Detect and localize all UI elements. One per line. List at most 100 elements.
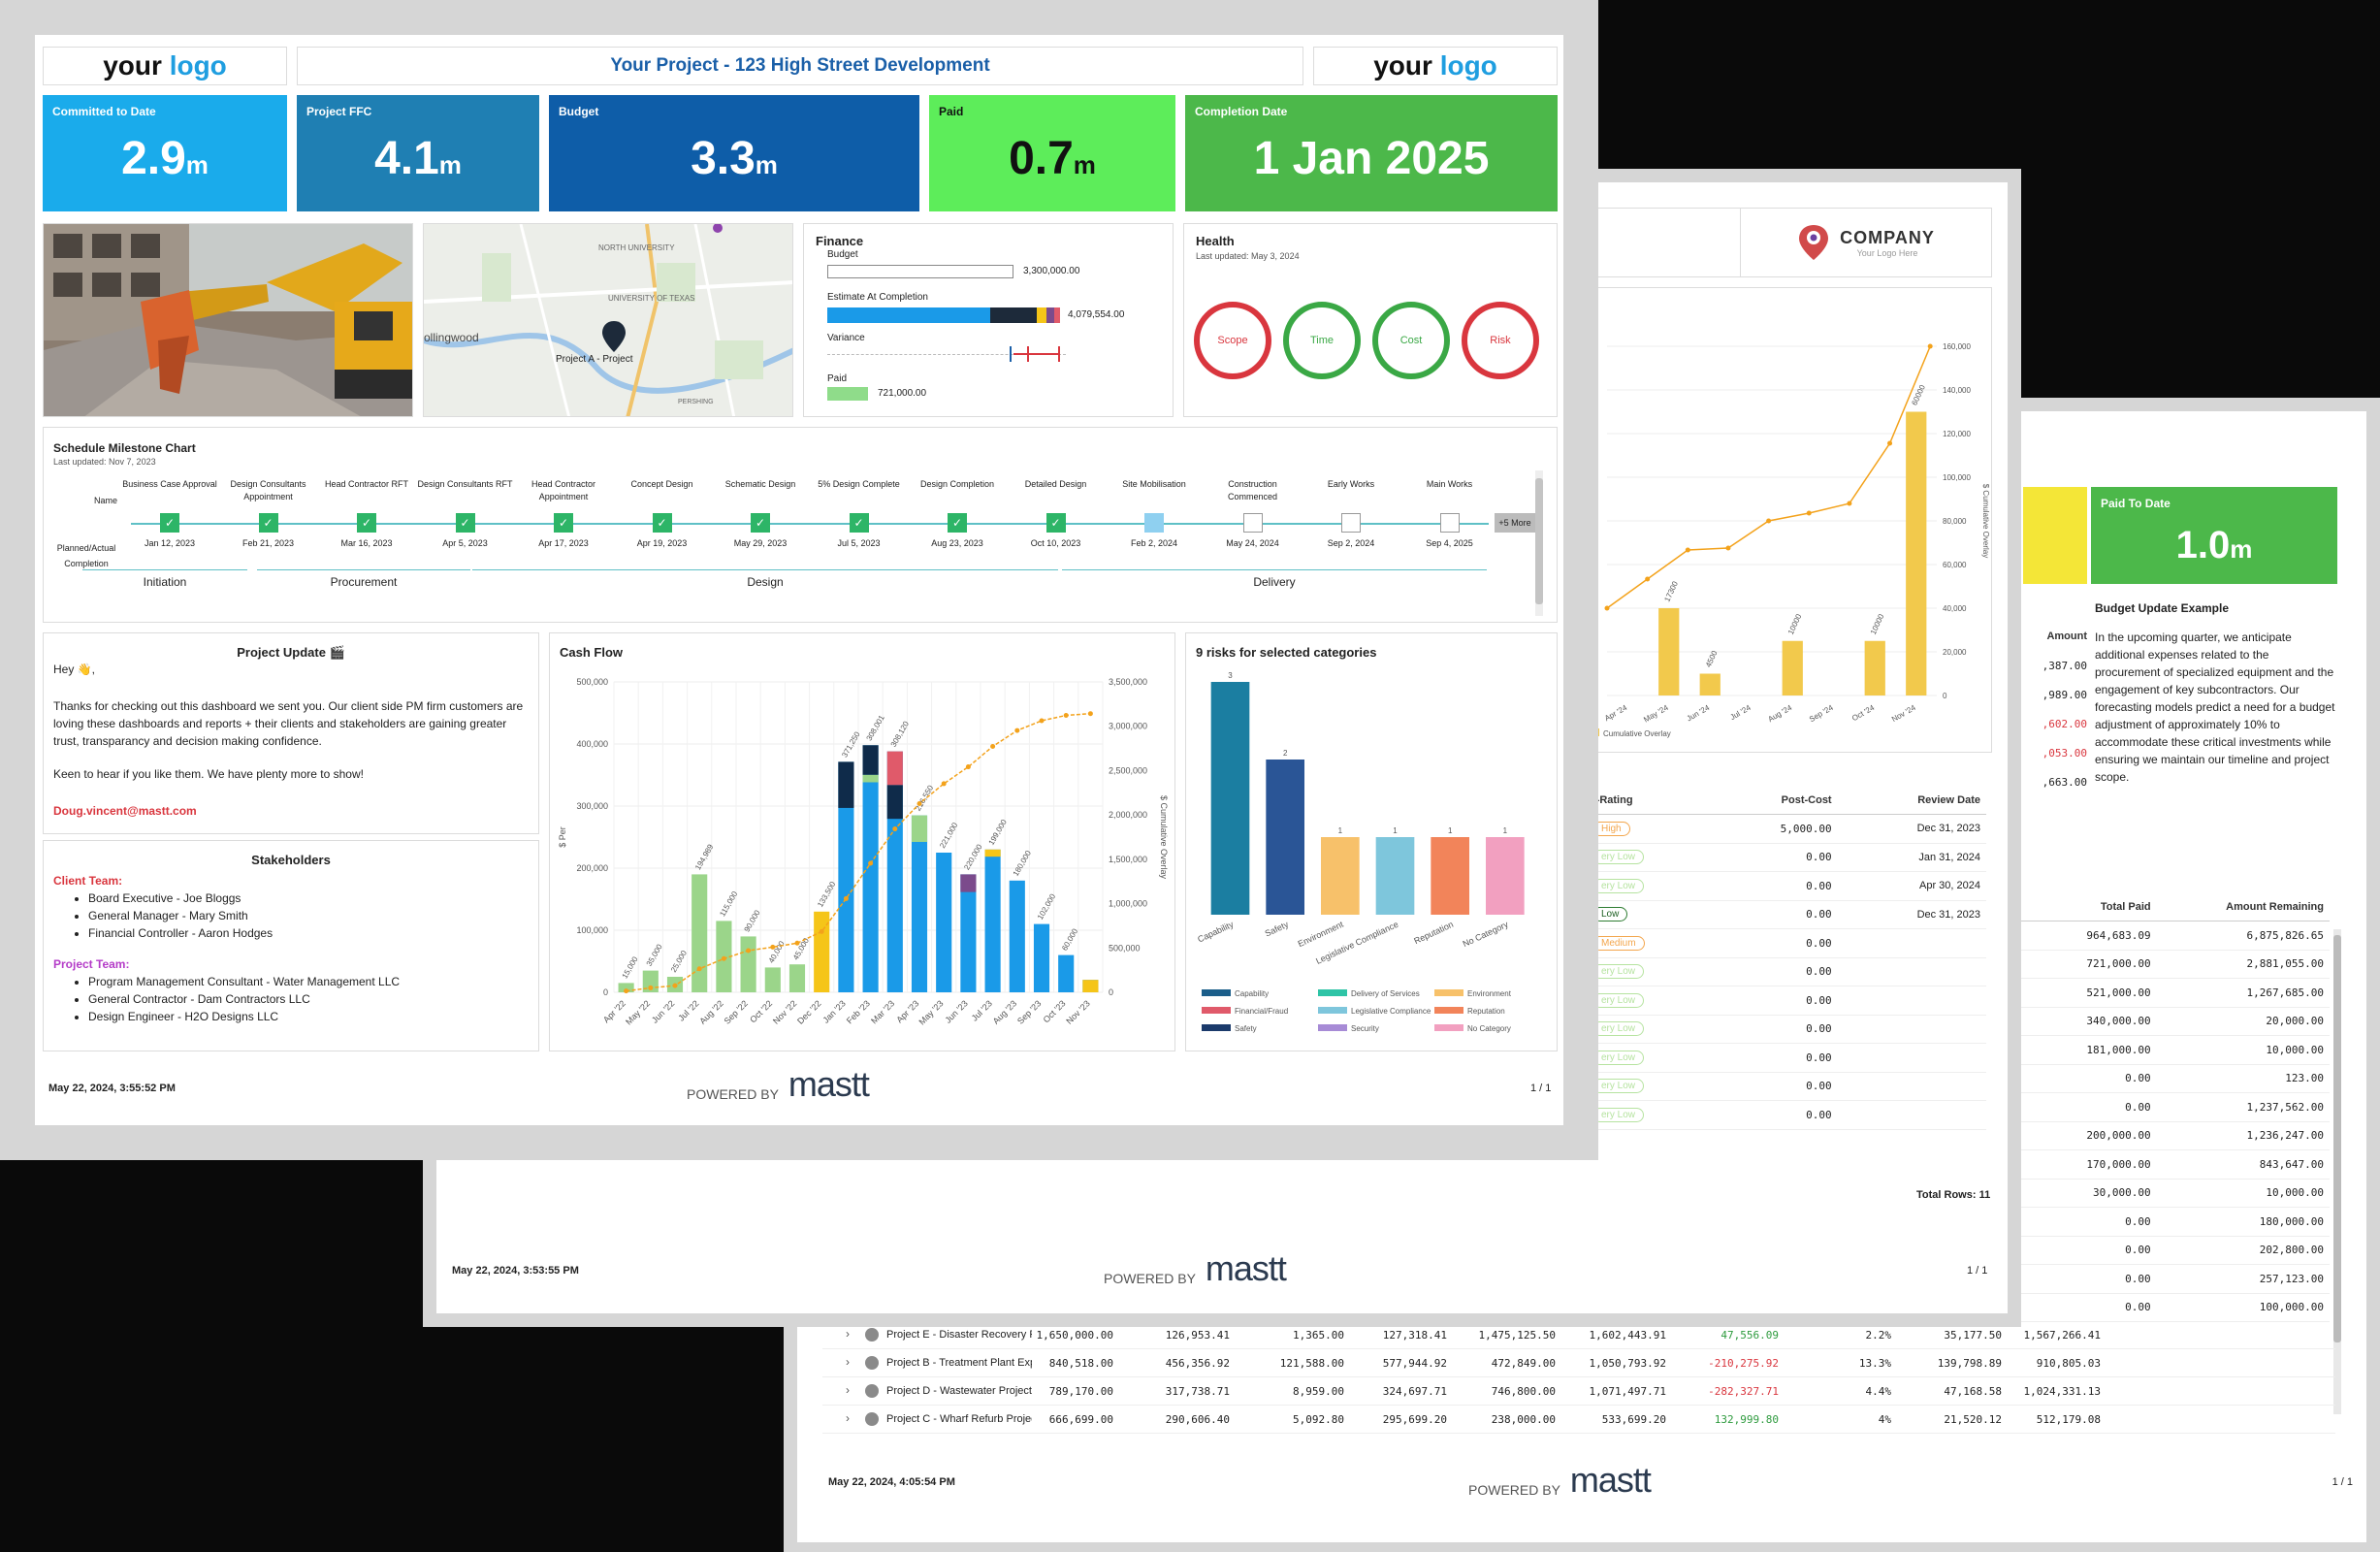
milestone-marker[interactable] — [1144, 513, 1164, 533]
amount-column-stub: Amount ,387.00 ,989.00 ,602.00 ,053.00 ,663.… — [2023, 630, 2087, 797]
legend-label[interactable]: Cumulative Overlay — [1603, 729, 1671, 738]
data-label: 1 — [1338, 826, 1343, 835]
col-header[interactable]: Amount Remaining — [2156, 892, 2330, 922]
table-row[interactable]: %0.001,237,562.00 — [2008, 1092, 2330, 1122]
milestone-marker[interactable]: ✓ — [258, 513, 278, 533]
milestone-date: Feb 21, 2023 — [241, 538, 295, 548]
stakeholder-item: Financial Controller - Aaron Hodges — [88, 924, 273, 942]
chevron-right-icon[interactable]: › — [846, 1411, 850, 1425]
legend-label[interactable]: Delivery of Services — [1351, 989, 1420, 998]
table-row[interactable]: %521,000.001,267,685.00 — [2008, 978, 2330, 1008]
milestone-marker[interactable]: ✓ — [751, 513, 770, 533]
chevron-right-icon[interactable]: › — [846, 1355, 850, 1369]
project-team-list: Program Management Consultant - Water Ma… — [88, 973, 400, 1025]
scrollbar[interactable] — [2333, 929, 2341, 1414]
x-tick-label: Sep '24 — [1808, 703, 1835, 725]
project-row[interactable]: › Project E - Disaster Recovery Project (… — [822, 1321, 2335, 1349]
table-row[interactable]: High 5,000.00 Dec 31, 2023 — [1587, 814, 1986, 844]
data-label: 25,000 — [669, 949, 689, 974]
legend-label[interactable]: No Category — [1467, 1024, 1511, 1033]
variance-marker — [1010, 346, 1012, 362]
x-tick-label: Sep '23 — [1015, 998, 1043, 1025]
milestone-marker[interactable]: ✓ — [652, 513, 672, 533]
table-row[interactable]: ery Low 0.00 — [1587, 986, 1986, 1016]
milestone-marker[interactable]: ✓ — [1045, 513, 1066, 533]
value-cell: 139,798.89 — [1937, 1357, 2002, 1370]
table-row[interactable]: ery Low 0.00 Jan 31, 2024 — [1587, 843, 1986, 872]
table-row[interactable]: %200,000.001,236,247.00 — [2008, 1121, 2330, 1150]
legend-label[interactable]: Legislative Compliance — [1351, 1007, 1431, 1016]
col-header[interactable]: Review Date — [1837, 786, 1986, 815]
chevron-right-icon[interactable]: › — [846, 1383, 850, 1397]
x-tick-label: Jan '23 — [820, 998, 847, 1024]
health-updated: Last updated: May 3, 2024 — [1196, 251, 1300, 261]
milestone-marker[interactable]: ✓ — [948, 513, 967, 533]
table-row[interactable]: ery Low 0.00 Apr 30, 2024 — [1587, 871, 1986, 901]
value-cell: 290,606.40 — [1165, 1413, 1230, 1426]
project-row[interactable]: › Project D - Wastewater Project (3) 789,1… — [822, 1377, 2335, 1406]
review-date-cell: Dec 31, 2023 — [1837, 814, 1986, 844]
cashflow-bar-segment — [960, 874, 977, 892]
post-cost-cell: 0.00 — [1712, 1072, 1838, 1101]
table-row[interactable]: Medium 0.00 — [1587, 928, 1986, 958]
map-label: ollingwood — [424, 331, 479, 344]
contact-email-link[interactable]: Doug.vincent@mastt.com — [53, 804, 197, 818]
col-header[interactable]: t-Rating — [1587, 786, 1713, 815]
col-header[interactable]: Total Paid — [2037, 892, 2157, 922]
legend-label[interactable]: Environment — [1467, 989, 1512, 998]
table-row[interactable]: ery Low 0.00 — [1587, 1100, 1986, 1130]
milestone-name: Early Works — [1327, 479, 1375, 489]
data-label: 45,000 — [791, 936, 811, 961]
check-icon: ✓ — [951, 516, 963, 530]
col-header[interactable]: Post-Cost — [1712, 786, 1838, 815]
clapper-icon: 🎬 — [329, 645, 345, 660]
more-milestones-button[interactable]: +5 More — [1495, 513, 1535, 533]
table-row[interactable]: %721,000.002,881,055.00 — [2008, 950, 2330, 979]
value-cell: 577,944.92 — [1382, 1357, 1447, 1370]
phase-divider — [1062, 569, 1487, 570]
table-row[interactable]: %964,683.096,875,826.65 — [2008, 921, 2330, 951]
risk-bar — [1210, 682, 1250, 915]
milestone-marker[interactable]: ✓ — [357, 513, 376, 533]
risks-card: 9 risks for selected categories 3 Capabil… — [1185, 632, 1558, 1051]
data-label: 15,000 — [621, 954, 640, 980]
project-map[interactable]: NORTH UNIVERSITY UNIVERSITY OF TEXAS oll… — [423, 223, 793, 417]
table-row[interactable]: ery Low 0.00 — [1587, 1015, 1986, 1044]
overlay-chart-card: 0 20,000 40,000 60,000 80,000 100,000 120,000 1… — [1587, 287, 1992, 753]
table-row[interactable]: ery Low 0.00 — [1587, 1043, 1986, 1073]
milestone-marker[interactable]: ✓ — [455, 513, 475, 533]
y-tick-label: 0 — [1943, 692, 1947, 700]
milestone-marker[interactable] — [1439, 513, 1460, 533]
value-cell: 666,699.00 — [1048, 1413, 1113, 1426]
project-row[interactable]: › Project C - Wharf Refurb Project (3) 666… — [822, 1406, 2335, 1434]
project-icon — [865, 1328, 879, 1342]
milestone-marker[interactable] — [1242, 513, 1263, 533]
table-row[interactable]: ery Low 0.00 — [1587, 957, 1986, 986]
project-row[interactable]: › Project B - Treatment Plant Expansion P… — [822, 1349, 2335, 1377]
table-row[interactable]: Low 0.00 Dec 31, 2023 — [1587, 900, 1986, 929]
milestone-marker[interactable]: ✓ — [554, 513, 573, 533]
milestone-marker[interactable] — [1341, 513, 1361, 533]
legend-label[interactable]: Reputation — [1467, 1007, 1505, 1016]
milestone-marker[interactable]: ✓ — [849, 513, 869, 533]
legend-label[interactable]: Security — [1351, 1024, 1379, 1033]
legend-label[interactable]: Capability — [1235, 989, 1269, 998]
milestone-marker[interactable]: ✓ — [160, 513, 179, 533]
table-row[interactable]: ery Low 0.00 — [1587, 1072, 1986, 1101]
legend-label[interactable]: Safety — [1235, 1024, 1257, 1033]
chevron-right-icon[interactable]: › — [846, 1327, 850, 1341]
scrollbar[interactable] — [1535, 470, 1543, 616]
y2-tick-label: 1,000,000 — [1109, 899, 1147, 909]
milestone-name: Head Contractor Appointment — [531, 479, 596, 501]
x-tick-label: Jun '23 — [943, 998, 969, 1024]
legend-label[interactable]: Financial/Fraud — [1235, 1007, 1288, 1016]
